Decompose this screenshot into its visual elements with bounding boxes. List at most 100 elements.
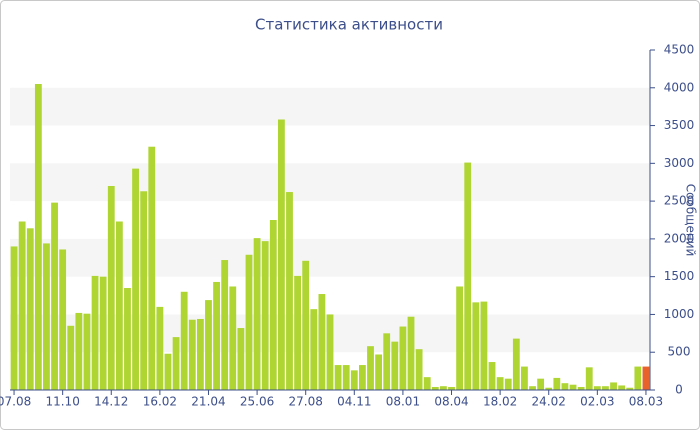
bar: [545, 387, 553, 390]
bar: [375, 354, 383, 390]
y-tick-label: 2000: [664, 231, 695, 245]
bar: [59, 249, 67, 390]
bar: [148, 146, 156, 390]
y-tick-label: 1000: [664, 307, 695, 321]
x-tick-label: 07.08: [0, 395, 31, 409]
bar: [602, 386, 609, 390]
bar: [18, 221, 26, 390]
bar: [593, 386, 601, 390]
bar: [626, 387, 634, 390]
bar: [553, 377, 561, 390]
bar: [407, 316, 415, 390]
y-tick-label: 3000: [664, 156, 695, 170]
bar: [196, 318, 204, 390]
bar: [245, 254, 253, 390]
bar: [399, 326, 407, 390]
bar: [34, 84, 42, 390]
x-tick-label: 02.03: [580, 395, 614, 409]
bar: [464, 162, 472, 390]
bar: [253, 238, 261, 390]
x-tick-label: 21.04: [191, 395, 225, 409]
bar: [415, 349, 423, 390]
bar: [83, 313, 91, 390]
bar: [521, 366, 528, 390]
bar: [67, 325, 75, 390]
bar: [124, 288, 131, 390]
bar: [456, 286, 464, 390]
bar: [391, 341, 399, 390]
bar: [472, 302, 480, 390]
bar: [221, 260, 229, 390]
bar: [383, 333, 391, 390]
y-tick-label: 4000: [664, 80, 695, 94]
bar: [326, 314, 334, 390]
bar: [585, 367, 593, 390]
bar: [91, 275, 99, 390]
grid-band: [10, 87, 650, 126]
bar: [277, 119, 285, 390]
bar: [577, 386, 585, 390]
bar: [115, 221, 123, 390]
x-tick-label: 11.10: [45, 395, 79, 409]
bar: [107, 186, 115, 390]
bar: [43, 243, 50, 390]
grid-band: [10, 163, 650, 202]
y-tick-label: 2500: [664, 194, 695, 208]
bar: [99, 276, 107, 390]
bar: [342, 365, 350, 390]
bar: [350, 370, 358, 390]
bar: [229, 286, 237, 390]
x-tick-label: 24.02: [532, 395, 566, 409]
bar: [156, 306, 164, 390]
bar: [504, 378, 512, 390]
bar: [334, 365, 342, 390]
bar: [261, 241, 269, 390]
x-tick-label: 27.08: [289, 395, 323, 409]
x-tick-label: 04.11: [337, 395, 371, 409]
x-tick-label: 08.03: [629, 395, 663, 409]
bar: [569, 384, 577, 390]
bar: [75, 312, 83, 390]
bar: [318, 294, 326, 390]
bar: [132, 168, 139, 390]
x-tick-label: 25.06: [240, 395, 274, 409]
bar: [423, 377, 431, 390]
bar: [512, 338, 520, 390]
bar: [440, 386, 447, 390]
bar: [634, 366, 642, 390]
bar: [213, 281, 220, 390]
bar: [164, 353, 172, 390]
chart-title: Статистика активности: [255, 16, 443, 34]
bar: [205, 300, 212, 390]
bar: [302, 260, 310, 390]
grid-band: [10, 238, 650, 277]
bar: [286, 192, 293, 390]
x-tick-label: 08.04: [434, 395, 468, 409]
y-tick-label: 0: [675, 383, 683, 397]
x-tick-label: 16.02: [143, 395, 177, 409]
x-tick-label: 08.01: [386, 395, 420, 409]
bar: [618, 385, 626, 390]
bar: [188, 319, 196, 390]
bar: [561, 383, 569, 390]
bar: [26, 228, 34, 390]
x-tick-label: 14.12: [94, 395, 128, 409]
bar: [448, 386, 455, 390]
bar: [642, 366, 650, 390]
bar: [488, 362, 496, 390]
bar: [480, 301, 488, 390]
bar: [610, 382, 617, 390]
bar: [140, 191, 148, 390]
y-tick-label: 4500: [664, 43, 695, 57]
y-tick-label: 500: [668, 345, 691, 359]
bar: [269, 220, 277, 390]
bar: [529, 386, 536, 390]
bar: [310, 309, 318, 390]
bar: [172, 337, 180, 390]
bar: [237, 328, 245, 390]
y-tick-label: 3500: [664, 118, 695, 132]
bar: [294, 275, 301, 390]
bar: [537, 378, 545, 390]
bar: [51, 202, 58, 390]
